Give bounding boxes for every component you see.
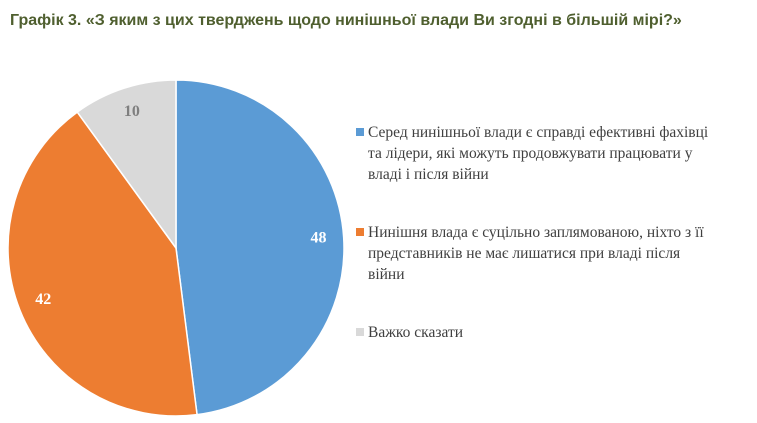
legend-label: Нинішня влада є суцільно заплямованою, н… <box>368 224 704 283</box>
legend-swatch <box>356 228 364 236</box>
legend-item: Серед нинішньої влади є справді ефективн… <box>356 122 716 185</box>
pie-slice <box>175 79 345 416</box>
pie-slice <box>7 111 198 417</box>
legend-item: Важко сказати <box>356 322 716 343</box>
pie-slice <box>76 79 177 251</box>
legend-label: Серед нинішньої влади є справді ефективн… <box>368 124 709 183</box>
data-label: 42 <box>35 291 51 308</box>
data-label: 48 <box>311 230 327 247</box>
legend-swatch <box>356 128 364 136</box>
legend-label: Важко сказати <box>368 324 464 341</box>
chart-title: Графік 3. «З яким з цих тверджень щодо н… <box>10 12 682 29</box>
legend-swatch <box>356 328 364 336</box>
data-label: 10 <box>124 103 140 120</box>
legend-item: Нинішня влада є суцільно заплямованою, н… <box>356 222 716 285</box>
